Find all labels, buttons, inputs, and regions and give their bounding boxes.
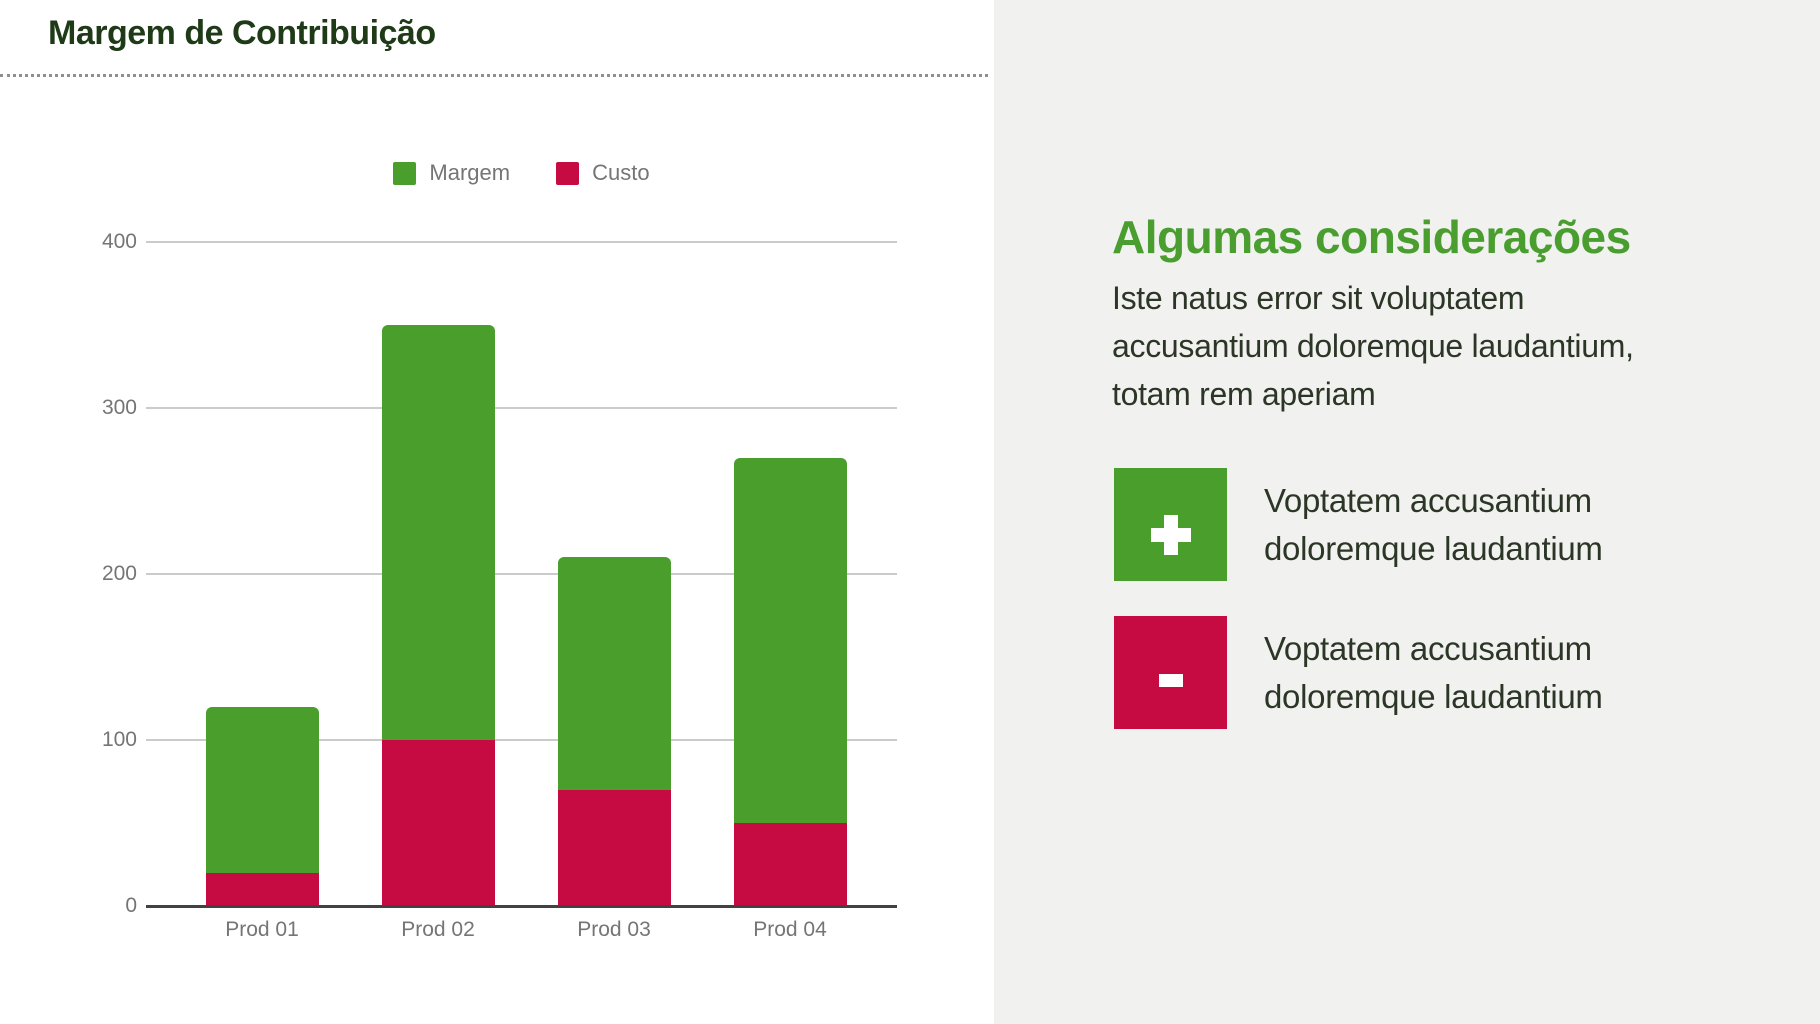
chart-legend: Margem Custo — [146, 160, 897, 186]
bar-prod-04-custo[interactable] — [733, 823, 847, 906]
bar-prod-02-margem[interactable] — [381, 325, 495, 740]
bar-prod-01-margem[interactable] — [205, 706, 319, 873]
plus-icon — [1150, 514, 1191, 555]
page-title: Margem de Contribuição — [48, 14, 436, 52]
legend-item-custo[interactable]: Custo — [556, 160, 650, 186]
gridline-300 — [146, 407, 897, 409]
x-label-prod-04: Prod 04 — [753, 918, 827, 941]
y-tick-label-300: 300 — [101, 396, 137, 419]
x-label-prod-03: Prod 03 — [577, 918, 651, 941]
chart-panel: Margem de Contribuição Margem Custo 0 100 20… — [0, 14, 988, 941]
bar-prod-03-margem[interactable] — [557, 557, 671, 790]
feature-row-negative: Voptatem accusantium doloremque laudanti… — [1114, 616, 1614, 729]
considerations-paragraph: Iste natus error sit voluptatem accusant… — [1112, 280, 1634, 412]
gridline-100 — [146, 739, 897, 741]
gridline-200 — [146, 573, 897, 575]
legend-label-margem: Margem — [429, 160, 511, 185]
legend-label-custo: Custo — [592, 160, 650, 185]
legend-swatch-custo — [556, 161, 580, 185]
gridline-400 — [146, 241, 897, 243]
feature-positive-text: Voptatem accusantium doloremque laudanti… — [1264, 481, 1603, 567]
bar-prod-02-custo[interactable] — [381, 740, 495, 906]
stacked-bar-chart: Margem Custo 0 100 200 300 400 Prod 01 Prod 02 Pr… — [101, 160, 897, 941]
y-tick-label-100: 100 — [101, 728, 137, 751]
feature-negative-text: Voptatem accusantium doloremque laudanti… — [1264, 629, 1603, 715]
legend-swatch-margem — [393, 161, 417, 185]
x-label-prod-02: Prod 02 — [401, 918, 475, 941]
dotted-divider — [0, 74, 988, 77]
considerations-panel: Algumas considerações Iste natus error s… — [994, 0, 1820, 1024]
x-label-prod-01: Prod 01 — [225, 918, 299, 941]
x-axis-line — [146, 905, 897, 908]
plus-icon-box — [1114, 468, 1227, 581]
bar-prod-01-custo[interactable] — [205, 872, 319, 906]
considerations-heading: Algumas considerações — [1112, 211, 1631, 263]
bar-prod-03-custo[interactable] — [557, 789, 671, 906]
minus-icon — [1158, 674, 1183, 687]
feature-row-positive: Voptatem accusantium doloremque laudanti… — [1114, 468, 1614, 581]
y-tick-label-200: 200 — [101, 562, 137, 585]
y-tick-label-0: 0 — [125, 894, 137, 917]
y-tick-label-400: 400 — [101, 230, 137, 253]
legend-item-margem[interactable]: Margem — [393, 160, 510, 186]
bar-prod-04-margem[interactable] — [733, 457, 847, 823]
minus-icon-box — [1114, 616, 1227, 729]
